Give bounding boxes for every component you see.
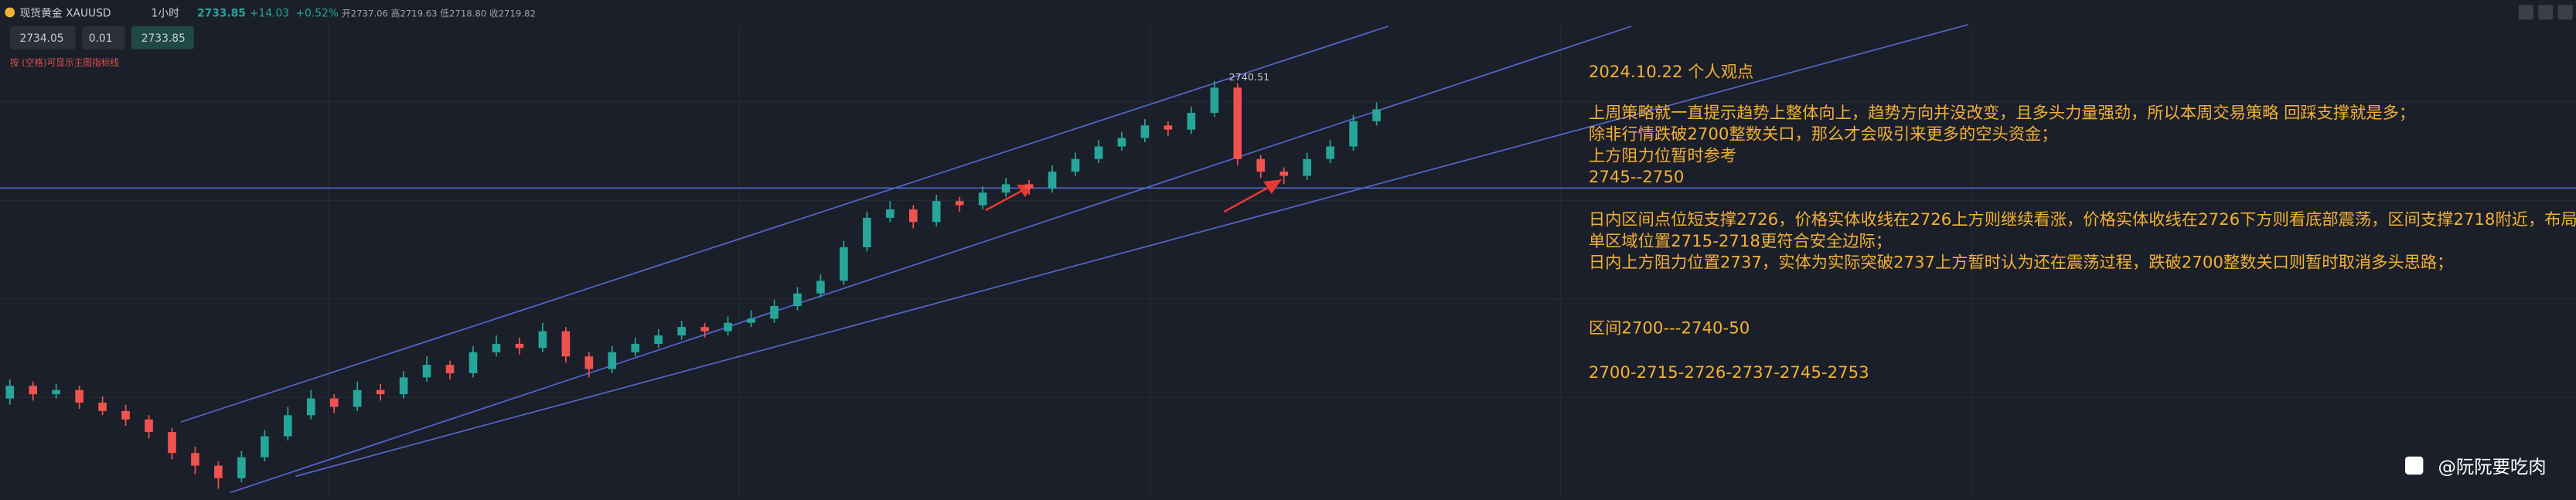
candle-body (353, 389, 362, 407)
note-line: 单区域位置2715-2718更符合安全边际； (1589, 232, 1892, 251)
candle-body (1279, 172, 1288, 176)
candle-body (98, 403, 107, 411)
timeframe[interactable]: 1小时 (152, 7, 180, 19)
qty[interactable]: 0.01 (89, 32, 113, 45)
candle-body (631, 343, 640, 352)
candle-body (1210, 87, 1219, 114)
candle-body (654, 335, 663, 344)
candle-body (168, 432, 176, 454)
candle-body (1233, 87, 1242, 159)
candle-body (700, 327, 709, 332)
candle-body (608, 352, 617, 369)
candle-body (145, 419, 153, 433)
note-line: 区间2700---2740-50 (1589, 318, 1750, 338)
candle-body (515, 343, 524, 349)
trend-lines (0, 24, 2576, 494)
candles (5, 81, 1381, 489)
note-title: 2024.10.22 个人观点 (1589, 63, 1753, 82)
candle-body (1256, 158, 1266, 172)
candle-body (1071, 158, 1080, 172)
candle-body (561, 331, 571, 357)
candle-body (793, 293, 802, 307)
candle-body (191, 453, 199, 466)
note-line: 上方阻力位暂时参考 (1589, 146, 1736, 165)
candle-body (29, 386, 38, 395)
window-buttons[interactable] (2518, 5, 2573, 20)
watermark-icon (2405, 456, 2424, 475)
bid-box[interactable] (9, 26, 76, 49)
change-pct: +0.52% (296, 7, 339, 19)
candle-body (75, 389, 83, 403)
candle-body (724, 322, 732, 332)
note-line: 2700-2715-2726-2737-2745-2753 (1589, 363, 1869, 383)
note-line: 2745--2750 (1589, 168, 1685, 187)
candle-body (306, 398, 315, 416)
grid (0, 24, 2576, 500)
bid[interactable]: 2734.05 (20, 32, 64, 45)
candle-body (584, 356, 594, 369)
watermark: @阮阮要吃肉 (2438, 456, 2547, 478)
candle-body (908, 209, 918, 223)
candle-body (747, 318, 755, 323)
ohlc: 开2737.06 高2719.63 低2718.80 收2719.82 (342, 8, 536, 19)
candle-body (978, 192, 987, 206)
candle-body (1140, 125, 1150, 138)
candle-body (261, 436, 269, 457)
symbol[interactable]: 现货黄金 XAUUSD (20, 6, 111, 19)
note-line: 日内区间点位短支撑2726，价格实体收线在2726上方则继续看涨，价格实体收线在… (1589, 210, 2576, 230)
candle-body (955, 201, 964, 206)
candle-body (5, 386, 15, 399)
candle-body (770, 306, 779, 319)
candle-body (445, 365, 455, 373)
candle-body (1303, 158, 1311, 176)
hint: 按 (空格)可显示主图指标线 (10, 57, 120, 68)
qty-box[interactable] (82, 26, 125, 49)
candle-body (492, 343, 501, 352)
candle-body (52, 389, 60, 395)
candle-body (863, 217, 871, 247)
ask[interactable]: 2733.85 (141, 32, 186, 45)
candle-body (1349, 121, 1358, 147)
candle-body (1187, 113, 1196, 130)
high-label: 2740.51 (1229, 72, 1270, 83)
candle-body (422, 365, 431, 378)
note-line: 日内上方阻力位置2737，实体为实际突破2737上方暂时认为还在震荡过程，跌破2… (1589, 253, 2454, 272)
candle-body (932, 201, 941, 223)
candle-body (1048, 172, 1057, 189)
candle-body (886, 209, 894, 218)
candle-body (1001, 184, 1010, 193)
candle-body (1372, 109, 1381, 121)
note-line: 上周策略就一直提示趋势上整体向上，趋势方向并没改变，且多头力量强劲，所以本周交易… (1589, 104, 2415, 123)
ask-box[interactable] (131, 26, 194, 49)
candle-body (469, 352, 478, 373)
candle-body (283, 415, 292, 437)
candle-body (1164, 125, 1173, 130)
candle-body (329, 398, 339, 407)
price: 2733.85 (197, 7, 246, 19)
candle-body (677, 327, 686, 336)
change: +14.03 (250, 7, 289, 19)
candle-body (121, 410, 130, 420)
candle-body (376, 389, 385, 395)
candle-body (237, 457, 246, 478)
candle-body (840, 247, 848, 281)
candle-body (1094, 146, 1103, 159)
candle-body (1326, 146, 1334, 159)
symbol-icon (5, 7, 15, 18)
candle-body (399, 377, 408, 395)
candle-body (214, 465, 223, 478)
note-line: 除非行情跌破2700整数关口，那么才会吸引来更多的空头资金； (1589, 125, 2058, 145)
candle-body (1024, 184, 1034, 189)
notes: 上周策略就一直提示趋势上整体向上，趋势方向并没改变，且多头力量强劲，所以本周交易… (1589, 104, 2576, 383)
candle-body (538, 331, 547, 349)
candle-body (816, 281, 825, 294)
candle-body (1117, 138, 1126, 147)
